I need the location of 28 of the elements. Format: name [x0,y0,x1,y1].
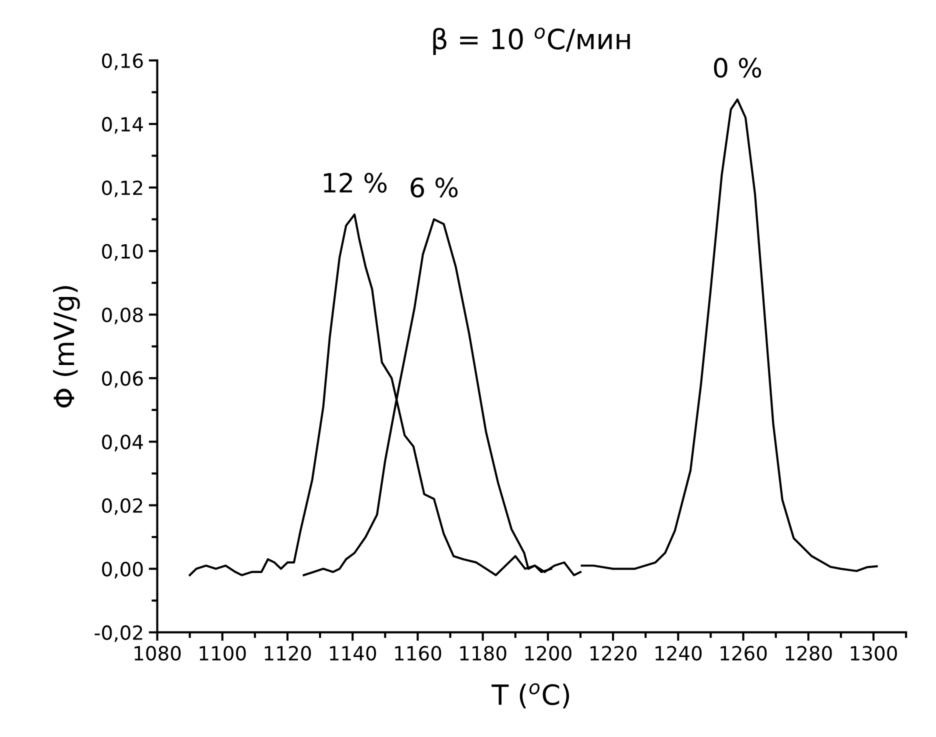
annotation: 6 % [410,178,458,198]
y-tick-label: 0,00 [102,562,143,578]
x-tick-label: 1220 [590,646,636,661]
x-tick-label: 1140 [330,646,376,661]
x-tick-label: 1260 [720,646,767,661]
x-tick-label: 1280 [786,646,832,661]
x-tick-label: 1300 [850,646,897,661]
y-tick-label: 0,04 [102,434,143,452]
x-tick-label: 1100 [200,646,246,661]
chart-title: β = 10 $^{o}$C/мин [433,28,630,55]
y-tick-label: 0,12 [102,180,142,198]
y-tick-label: 0,02 [102,498,142,515]
y-tick-label: 0,06 [102,371,143,388]
x-tick-label: 1120 [264,646,311,661]
y-tick-label: 0,10 [102,244,143,261]
x-axis-title: T ($^{o}$C) [492,683,570,708]
annotation: 12 % [324,172,387,193]
annotation: 0 % [714,58,762,78]
y-axis-title: Φ (mV/g) [53,286,80,408]
y-tick-label: -0,02 [94,625,142,642]
x-tick-label: 1200 [525,646,572,661]
x-tick-label: 1180 [460,646,506,661]
x-tick-label: 1240 [656,646,702,661]
y-tick-label: 0,16 [102,53,143,70]
y-tick-label: 0,08 [102,308,143,324]
x-tick-label: 1080 [134,646,181,661]
x-tick-label: 1160 [395,646,442,661]
y-tick-label: 0,14 [102,116,143,134]
